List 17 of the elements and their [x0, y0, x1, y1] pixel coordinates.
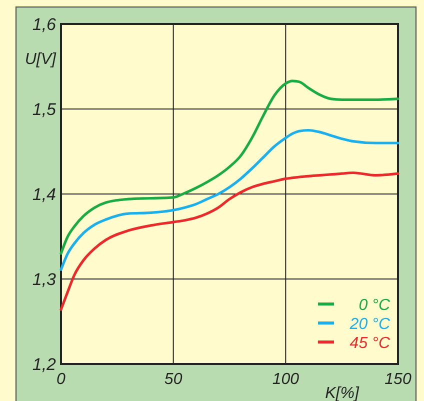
y-tick-label: 1,2 — [32, 355, 57, 374]
x-tick-label: 50 — [164, 371, 182, 388]
y-tick-label: 1,5 — [32, 100, 57, 119]
y-tick-label: 1,3 — [32, 270, 57, 289]
line-series — [60, 128, 400, 271]
line-series — [60, 171, 400, 311]
x-axis-title: K[%] — [325, 385, 360, 401]
x-tick-label: 0 — [56, 371, 66, 388]
y-axis-title: U[V] — [24, 51, 57, 68]
y-tick-label: 1,6 — [32, 15, 57, 34]
y-tick-label: 1,4 — [32, 185, 56, 204]
x-tick-label: 100 — [272, 371, 300, 388]
x-tick-label: 150 — [384, 371, 412, 388]
line-series — [60, 80, 400, 255]
legend-label: 45 °C — [350, 335, 390, 352]
legend-label: 20 °C — [348, 316, 390, 333]
legend-label: 0 °C — [358, 297, 390, 314]
